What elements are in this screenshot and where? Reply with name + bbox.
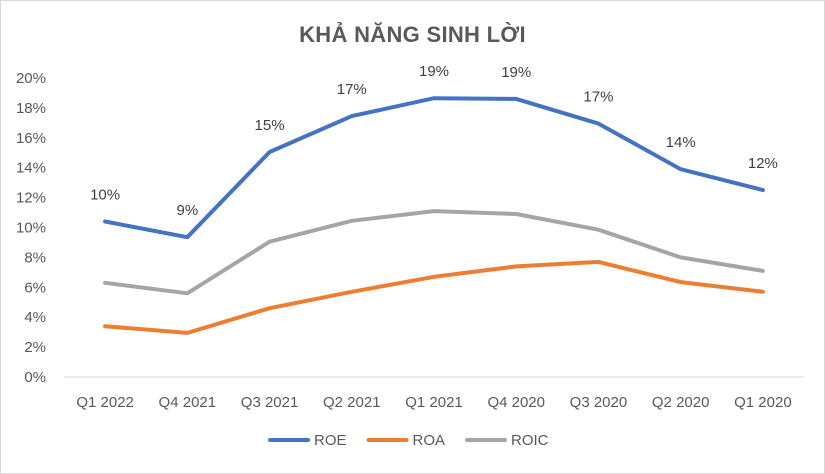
y-tick-label: 6% (24, 279, 46, 296)
series-line-roic (103, 209, 765, 296)
legend-label-roic: ROIC (511, 432, 549, 449)
series-line-roa (103, 259, 765, 335)
data-label-roe: 10% (90, 187, 120, 204)
x-tick-label: Q4 2021 (159, 394, 217, 411)
data-label-roe: 14% (666, 134, 696, 151)
y-tick-label: 18% (16, 100, 46, 117)
x-tick-label: Q1 2020 (734, 394, 792, 411)
y-tick-label: 0% (24, 369, 46, 386)
x-tick-label: Q2 2021 (323, 394, 381, 411)
y-tick-label: 10% (16, 220, 46, 237)
x-tick-label: Q1 2021 (405, 394, 463, 411)
y-tick-label: 4% (24, 309, 46, 326)
data-label-roe: 17% (337, 81, 367, 98)
data-label-roe: 19% (419, 63, 449, 80)
x-tick-label: Q4 2020 (487, 394, 545, 411)
data-label-roe: 9% (176, 202, 198, 219)
data-label-roe: 19% (501, 64, 531, 81)
y-tick-label: 14% (16, 160, 46, 177)
y-tick-label: 16% (16, 130, 46, 147)
legend-label-roe: ROE (314, 432, 347, 449)
y-tick-label: 20% (16, 70, 46, 87)
x-tick-label: Q3 2020 (570, 394, 628, 411)
x-tick-label: Q2 2020 (652, 394, 710, 411)
x-tick-label: Q3 2021 (241, 394, 299, 411)
series-line-roe (103, 96, 765, 240)
data-label-roe: 15% (255, 117, 285, 134)
y-tick-label: 8% (24, 249, 46, 266)
y-tick-label: 2% (24, 339, 46, 356)
data-label-roe: 17% (583, 89, 613, 106)
legend-label-roa: ROA (413, 432, 446, 449)
chart-title: KHẢ NĂNG SINH LỜI (299, 22, 526, 47)
x-tick-label: Q1 2022 (76, 394, 134, 411)
y-tick-label: 12% (16, 190, 46, 207)
data-label-roe: 12% (748, 155, 778, 172)
